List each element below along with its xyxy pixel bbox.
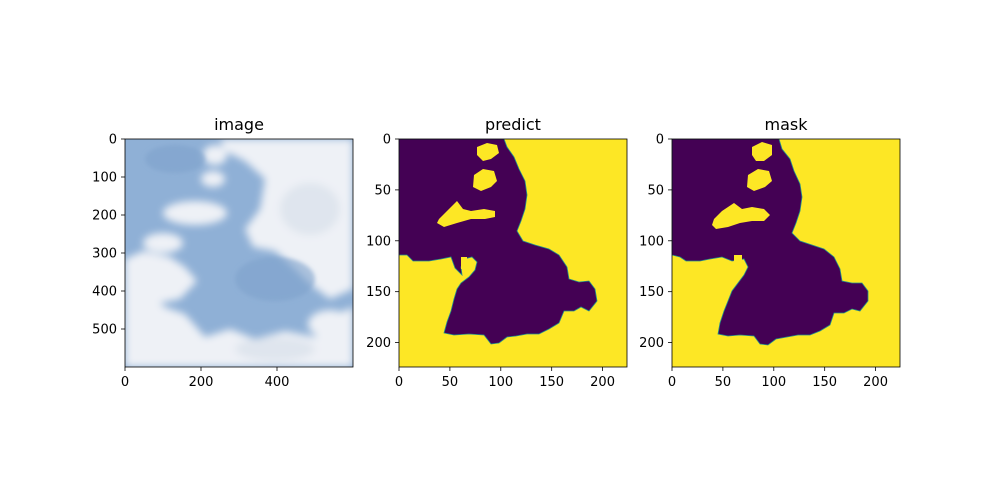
class-1-island [752,142,772,161]
panel-image: image 0 200 400 0 100 200 300 400 500 [92,115,354,391]
axis-ticks: 0 50 100 150 200 0 50 100 150 200 [366,133,615,391]
segmentation-mask [672,139,900,367]
x-tick-label: 0 [395,375,403,390]
y-tick-label: 150 [366,285,391,300]
y-tick-label: 150 [639,285,664,300]
segmentation-predict [399,139,627,367]
photo-image [125,139,353,367]
y-tick-label: 50 [647,183,664,198]
x-tick-label: 200 [189,375,214,390]
y-tick-label: 300 [92,247,117,262]
y-tick-label: 200 [366,336,391,351]
x-tick-label: 400 [265,375,290,390]
x-tick-label: 100 [761,375,786,390]
x-tick-label: 50 [715,375,732,390]
class-1-island [473,169,497,191]
class-1-island [747,169,772,191]
class-1-island [461,257,467,269]
class-1-island [437,201,495,227]
axes-frame [671,138,901,368]
x-tick-label: 200 [590,375,615,390]
panel-predict: predict 0 50 100 150 200 0 50 100 150 200 [366,115,628,391]
panel-title-image: image [214,115,264,134]
x-tick-label: 100 [488,375,513,390]
panel-title-mask: mask [765,115,809,134]
cloud-layer [125,139,353,367]
axis-ticks: 0 50 100 150 200 0 50 100 150 200 [639,133,888,391]
y-tick-label: 100 [366,234,391,249]
panel-mask: mask 0 50 100 150 200 0 50 100 150 200 [639,115,901,391]
x-tick-label: 150 [812,375,837,390]
x-tick-label: 0 [121,375,129,390]
sky-streaks [145,145,315,301]
y-tick-label: 400 [92,285,117,300]
x-tick-label: 50 [442,375,459,390]
axes-frame [398,138,628,368]
panel-title-predict: predict [485,115,541,134]
y-tick-label: 0 [109,133,117,148]
y-tick-label: 500 [92,323,117,338]
y-tick-label: 200 [92,209,117,224]
y-tick-label: 0 [656,133,664,148]
class-0-region [672,139,869,346]
x-tick-label: 200 [863,375,888,390]
y-tick-label: 200 [639,336,664,351]
y-tick-label: 50 [374,183,391,198]
class-1-island [734,255,742,265]
x-tick-label: 150 [539,375,564,390]
y-tick-label: 100 [92,171,117,186]
y-tick-label: 0 [383,133,391,148]
x-tick-label: 0 [668,375,676,390]
class-1-island [712,203,770,229]
class-1-island [477,143,499,161]
y-tick-label: 100 [639,234,664,249]
axis-ticks: 0 200 400 0 100 200 300 400 500 [92,133,289,391]
